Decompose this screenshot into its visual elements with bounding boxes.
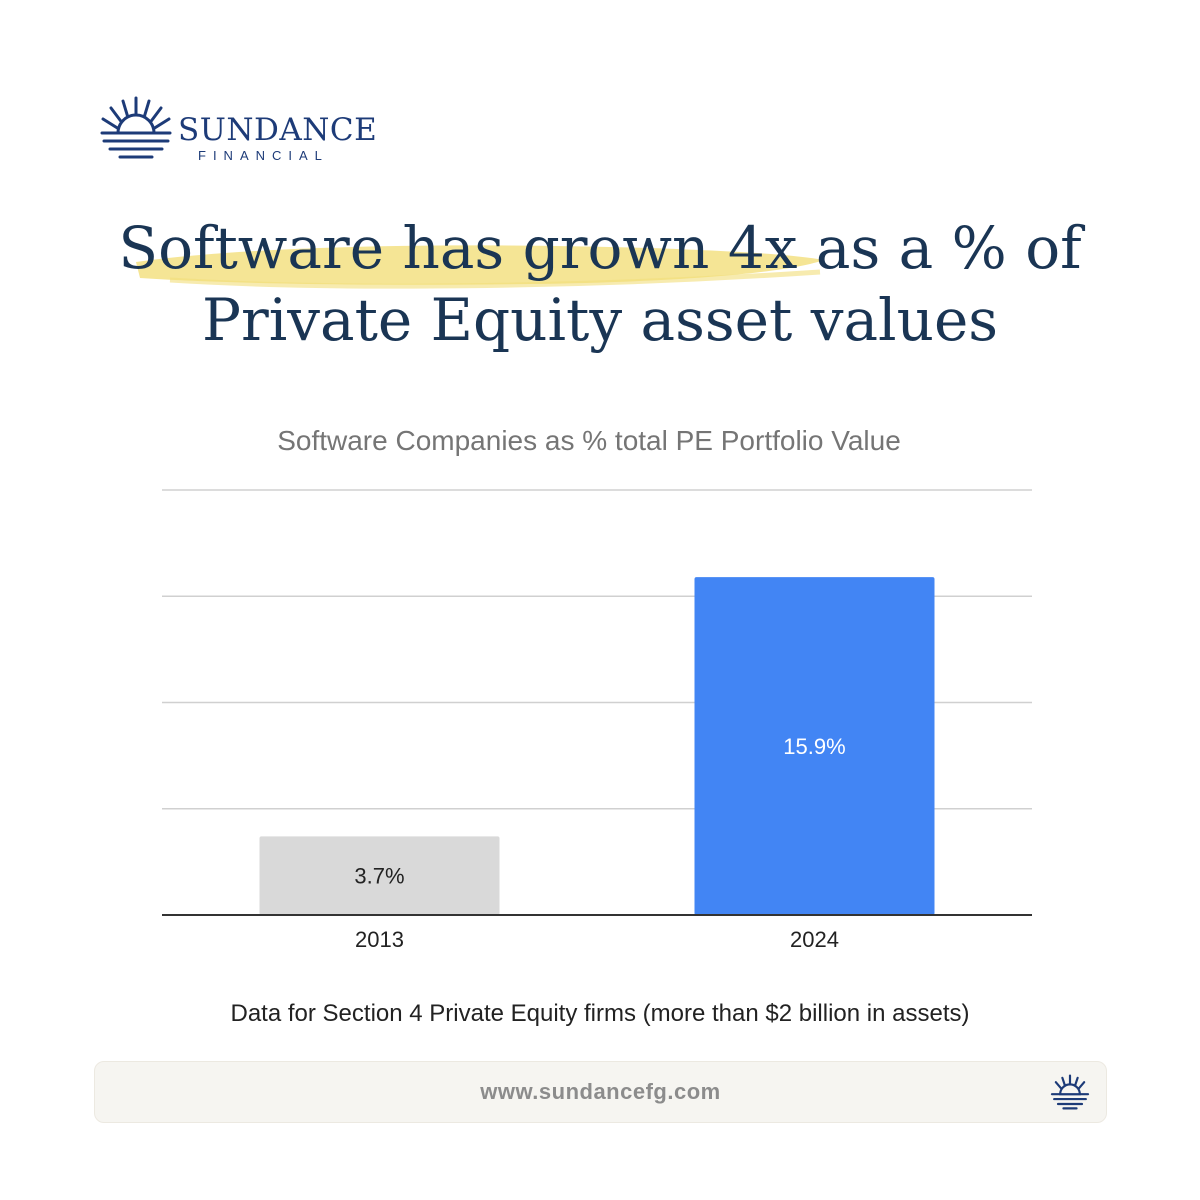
chart-title: Software Companies as % total PE Portfol…: [277, 425, 901, 456]
headline-highlight: [136, 245, 824, 289]
sunrise-icon: [100, 96, 172, 159]
brand-name: SUNDANCE: [178, 112, 378, 148]
bar-2013: [259, 836, 500, 915]
chart-bars: [259, 577, 935, 915]
headline-line-2: Private Equity asset values: [201, 286, 999, 354]
footnote: Data for Section 4 Private Equity firms …: [230, 1000, 970, 1027]
data-label-2013: 3.7%: [354, 864, 404, 889]
x-tick-label-2013: 2013: [355, 927, 404, 952]
footer-bar: www.sundancefg.com: [94, 1061, 1107, 1123]
bar-chart: 3.7% 2013 15.9% 2024: [162, 489, 1032, 952]
data-label-2024: 15.9%: [783, 734, 845, 759]
headline: Software has grown 4x as a % of Private …: [0, 212, 1200, 356]
headline-line-1: Software has grown 4x as a % of: [118, 214, 1082, 282]
bar-2024: [694, 577, 935, 915]
x-tick-label-2024: 2024: [790, 927, 839, 952]
brand-logo: SUNDANCE FINANCIAL: [100, 96, 377, 166]
sunrise-icon: [1050, 1074, 1090, 1110]
footer-url[interactable]: www.sundancefg.com: [480, 1079, 721, 1104]
brand-tagline: FINANCIAL: [198, 148, 329, 163]
chart-labels: 3.7% 2013 15.9% 2024: [354, 734, 845, 952]
